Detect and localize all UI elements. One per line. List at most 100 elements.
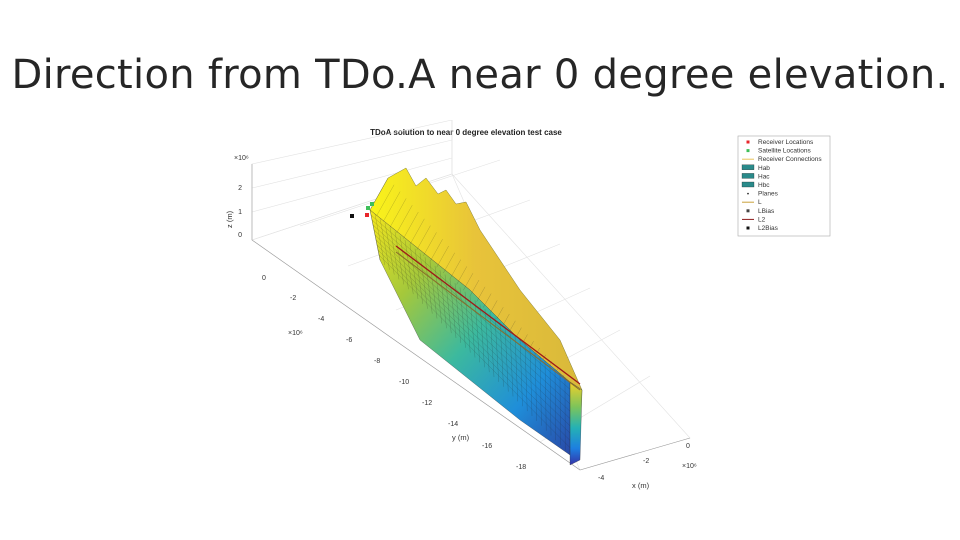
legend-marker [741,173,755,179]
y-tick: -6 [346,337,352,344]
mesh-line [429,239,443,262]
mesh-line [376,244,571,434]
mesh-line [374,234,571,419]
y-tick: -14 [448,421,458,428]
x-axis: 0 -2 -4 ×10⁶ x (m) [598,443,697,490]
mesh-line [436,245,449,268]
y-tick: -16 [482,443,492,450]
surface-endcap [569,381,583,466]
surface-mesh [369,177,571,455]
legend-item: Planes [747,191,779,198]
mesh-line [456,266,467,285]
mesh-line [377,249,571,441]
mesh-line [469,279,480,297]
mesh-line [376,184,395,216]
mesh-line [489,300,498,314]
mesh-line [383,191,401,222]
mesh-line [372,224,571,404]
axes-box-front [251,164,691,471]
legend-item: Receiver Connections [742,156,822,163]
x-tick: 0 [686,443,690,450]
legend-label: Hab [758,165,770,172]
mesh-line [378,254,571,448]
x-tick: -2 [643,458,649,465]
line-l [395,251,581,391]
legend-label: Receiver Locations [758,139,814,146]
mesh-line [409,218,425,245]
y-tick: -12 [422,400,432,407]
legend-label: Planes [758,191,779,198]
legend-item: Hab [741,164,770,172]
z-tick: 2 [238,185,242,192]
z-axis-label: z (m) [225,210,234,228]
legend-item: L2Bias [746,225,779,232]
x-axis-exponent: ×10⁶ [682,463,697,470]
chart-title: TDoA solution to near 0 degree elevation… [370,128,562,137]
y-axis-exponent: ×10⁶ [288,330,303,337]
mesh-line [396,205,413,233]
mesh-line [389,198,407,228]
mesh-line [516,327,522,337]
legend-marker [746,140,750,144]
mesh-line [416,225,431,251]
plot-canvas: TDoA solution to near 0 degree elevation… [225,120,831,490]
slide-title: Direction from TDo.A near 0 degree eleva… [11,52,949,98]
z-tick: 0 [238,232,242,239]
legend-marker [741,164,755,170]
legend-label: Satellite Locations [758,148,812,155]
mesh-line [476,286,486,302]
legend-marker [747,192,749,195]
y-tick: -10 [399,379,409,386]
z-axis-exponent: ×10⁶ [234,155,249,162]
legend-marker [746,209,750,213]
x-tick: -4 [598,475,604,482]
legend-label: L [758,199,762,206]
y-axis-label: y (m) [452,433,470,442]
legend-marker [741,181,755,188]
legend-marker [746,149,750,153]
surface-plot-figure: TDoA solution to near 0 degree elevation… [220,120,840,500]
mesh-line [375,239,571,426]
legend-label: Hbc [758,182,770,189]
receiver-marker [365,213,369,217]
legend-item: L2 [742,216,766,223]
legend-marker [746,226,750,230]
x-axis-label: x (m) [632,481,650,490]
mesh-line [483,293,492,308]
satellite-marker [366,206,370,210]
y-tick: -8 [374,358,380,365]
mesh-line [496,307,504,319]
legend: Receiver Locations Satellite LocationsRec… [737,135,831,237]
mesh-line [449,259,461,279]
satellite-marker [370,202,374,206]
mesh-line [403,211,419,239]
mesh-line [509,320,516,331]
legend-item: Receiver Locations [746,139,814,146]
mesh-line [563,375,565,377]
mesh-line [556,368,558,371]
legend-item: Satellite Locations [746,148,812,155]
legend-item: Hac [741,173,770,180]
legend-item: Hbc [741,181,770,189]
mesh-line [523,334,528,342]
y-axis: 0 -2 ×10⁶ -4 -6 -8 -10 -12 -14 -16 -18 y… [262,275,526,471]
mesh-line [463,273,474,291]
mesh-line [443,252,455,274]
line-l2 [395,245,581,385]
legend-label: LBias [758,208,775,215]
bias-marker [350,214,354,218]
y-tick: -2 [290,295,296,302]
legend-item: L [742,199,762,206]
mesh-line [503,313,510,325]
z-axis: ×10⁶ 2 1 0 z (m) [225,155,249,239]
mesh-line [423,232,437,256]
y-tick: -18 [516,464,526,471]
legend-label: L2Bias [758,225,779,232]
legend-label: Receiver Connections [758,156,822,163]
y-tick: -4 [318,316,324,323]
y-tick: 0 [262,275,266,282]
legend-label: L2 [758,216,766,223]
z-tick: 1 [238,209,242,216]
legend-item: LBias [746,208,775,215]
legend-label: Hac [758,173,770,180]
